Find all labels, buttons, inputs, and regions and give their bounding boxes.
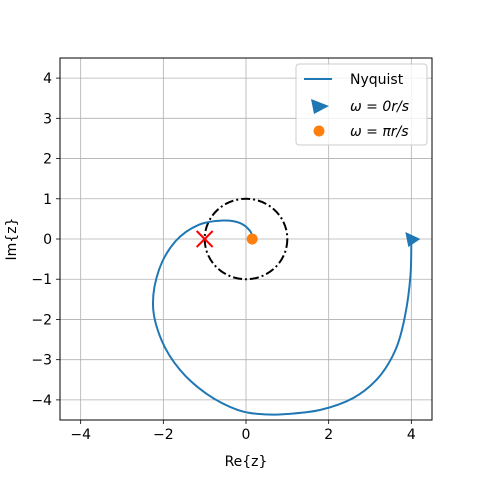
legend: Nyquist ω = 0r/s ω = πr/s: [295, 63, 428, 146]
legend-omega0-label: ω = 0r/s: [350, 99, 409, 115]
axis-ticks: −4 −2 0 2 4 −4 −3 −2 −1 0 1 2 3 4: [31, 71, 416, 443]
y-tick-label: −2: [31, 312, 52, 328]
y-tick-label: 3: [43, 111, 52, 127]
y-axis-label: Im{z}: [4, 218, 20, 261]
nyquist-curve: [151, 219, 413, 416]
y-tick-label: 1: [43, 192, 52, 208]
x-tick-label: 2: [324, 427, 333, 443]
legend-omegapi-marker: [313, 125, 325, 137]
legend-nyquist-label: Nyquist: [350, 72, 404, 88]
y-tick-label: −3: [31, 353, 52, 369]
x-tick-label: 4: [407, 427, 416, 443]
critical-point-marker: [195, 230, 214, 248]
x-axis-label: Re{z}: [225, 454, 268, 470]
omega-pi-marker: [246, 233, 258, 245]
x-tick-label: 0: [242, 427, 251, 443]
y-tick-label: −1: [31, 272, 52, 288]
y-tick-label: 0: [43, 232, 52, 248]
y-tick-label: −4: [31, 393, 52, 409]
y-tick-label: 2: [43, 152, 52, 168]
legend-omegapi-label: ω = πr/s: [350, 124, 409, 140]
x-tick-label: −2: [153, 427, 174, 443]
omega-zero-marker: [405, 232, 421, 247]
legend-omega0-marker: [311, 99, 329, 114]
plot-content: [151, 197, 421, 416]
legend-box: [295, 63, 428, 146]
x-tick-label: −4: [70, 427, 91, 443]
y-tick-label: 4: [43, 71, 52, 87]
